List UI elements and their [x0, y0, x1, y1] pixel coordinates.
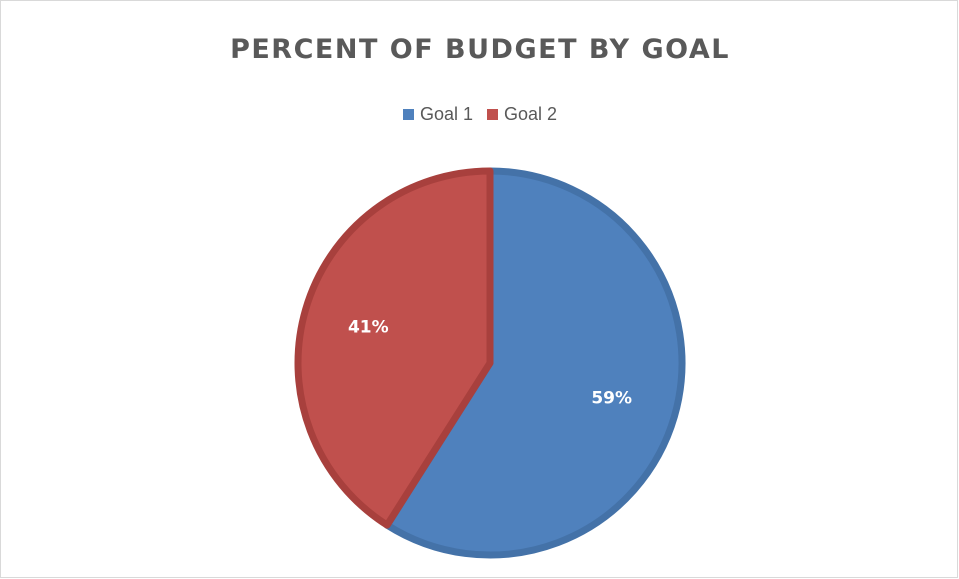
legend-label-goal-1: Goal 1 — [419, 104, 473, 124]
chart-title: PERCENT OF BUDGET BY GOAL — [230, 34, 730, 65]
pie-slice-goal-1[interactable] — [383, 167, 686, 559]
pie-slice-goal-2[interactable] — [294, 167, 494, 529]
data-label-goal-1: 59% — [591, 388, 632, 408]
legend-swatch-goal-2 — [487, 109, 498, 120]
data-label-goal-2: 41% — [348, 318, 389, 338]
legend-label-goal-2: Goal 2 — [504, 104, 558, 124]
legend-item-goal-1[interactable]: Goal 1 — [402, 104, 473, 125]
legend: Goal 1 Goal 2 — [1, 104, 959, 125]
legend-item-goal-2[interactable]: Goal 2 — [487, 104, 557, 125]
legend-swatch-goal-1 — [402, 109, 414, 120]
